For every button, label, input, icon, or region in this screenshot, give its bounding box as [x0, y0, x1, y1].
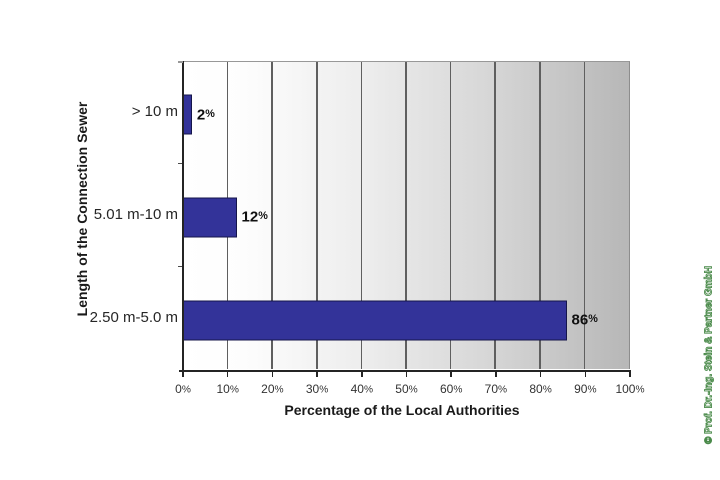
gridline-60	[449, 62, 452, 369]
x-tick-label-60: 60%	[439, 382, 463, 396]
x-axis-tick	[539, 372, 542, 377]
bar-row-1: 12%	[183, 166, 629, 269]
x-axis-tick	[495, 372, 497, 377]
y-axis-tick	[178, 265, 182, 268]
x-tick-label-70: 70%	[484, 382, 508, 396]
percent-sign: %	[587, 384, 597, 396]
y-axis-line	[182, 61, 184, 372]
gridline-50	[405, 62, 407, 369]
x-tick-label-100: 100%	[615, 382, 645, 396]
bar-value-label: 86%	[571, 311, 598, 329]
bar-value-label: 12%	[241, 208, 268, 226]
x-axis-tick	[450, 372, 452, 377]
x-axis-tick	[584, 372, 587, 377]
percent-sign: %	[498, 384, 508, 396]
x-tick-label-50: 50%	[395, 382, 418, 396]
plot-area: 2% 12% 86%	[183, 61, 630, 369]
x-axis-title: Percentage of the Local Authorities	[284, 401, 520, 418]
percent-sign: %	[205, 107, 215, 120]
percent-sign: %	[258, 210, 268, 223]
gridline-90	[583, 62, 586, 369]
copyright-watermark: © Prof. Dr.-Ing. Stein & Partner GmbH	[703, 266, 715, 445]
x-tick-label-20: 20%	[261, 382, 284, 396]
x-tick-label-30: 30%	[305, 382, 329, 396]
category-label-1: 5.01 m-10 m	[93, 205, 178, 223]
percent-sign: %	[274, 384, 284, 396]
gridline-70	[494, 62, 496, 369]
category-label-0: > 10 m	[131, 103, 178, 121]
bar-5.01 m-10 m	[183, 197, 237, 238]
bar-> 10 m	[183, 94, 192, 135]
percent-sign: %	[363, 384, 374, 396]
bar-row-2: 86%	[183, 269, 629, 372]
bar-2.50 m-5.0 m	[183, 300, 567, 341]
category-label-2: 2.50 m-5.0 m	[89, 308, 178, 326]
x-axis-tick	[361, 372, 363, 377]
x-axis-line	[179, 369, 631, 372]
x-axis-tick	[629, 372, 631, 377]
percent-sign: %	[408, 384, 418, 396]
x-tick-label-80: 80%	[529, 382, 552, 396]
x-tick-label-90: 90%	[574, 382, 597, 396]
y-axis-tick	[178, 162, 182, 165]
gridline-40	[360, 62, 363, 369]
percent-sign: %	[229, 384, 239, 396]
bar-row-0: 2%	[183, 64, 629, 167]
percent-sign: %	[181, 384, 191, 396]
x-axis-tick	[316, 372, 318, 377]
x-axis-tick	[226, 372, 229, 377]
x-axis-tick	[182, 372, 184, 377]
bar-value-label: 2%	[196, 106, 215, 124]
gridline-30	[316, 62, 318, 369]
y-axis-title: Length of the Connection Sewer	[74, 101, 90, 317]
x-tick-label-40: 40%	[350, 382, 374, 396]
percent-sign: %	[588, 313, 598, 326]
x-axis-tick	[405, 372, 408, 377]
gridline-80	[539, 62, 541, 369]
percent-sign: %	[453, 384, 463, 396]
percent-sign: %	[319, 384, 329, 396]
gridline-20	[271, 62, 273, 369]
y-axis-top-tick	[178, 61, 183, 63]
percent-sign: %	[635, 384, 645, 396]
percent-sign: %	[542, 384, 552, 396]
x-axis-tick	[271, 372, 274, 377]
x-tick-label-0: 0%	[175, 382, 191, 396]
x-tick-label-10: 10%	[216, 382, 239, 396]
